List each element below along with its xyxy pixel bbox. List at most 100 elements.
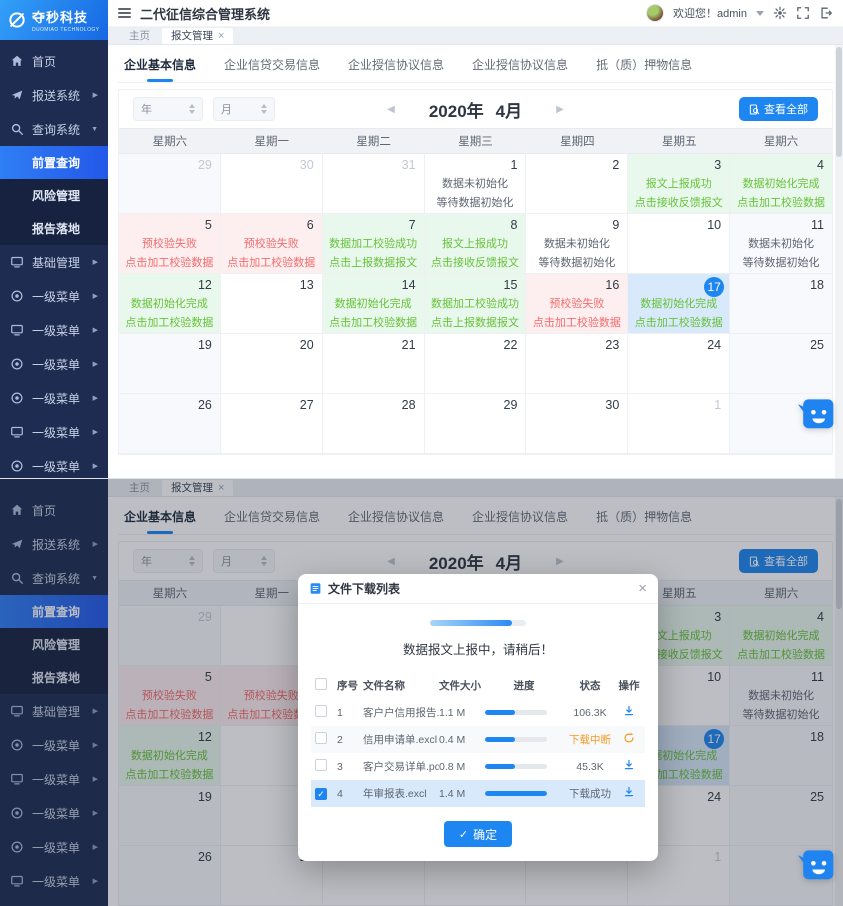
tab-enterprise-basic-info[interactable]: 企业基本信息 [124,508,196,534]
prev-month-icon[interactable]: ◀ [387,103,395,115]
tab-collateral-info[interactable]: 抵（质）押物信息 [596,58,693,72]
sidebar-item-level1-menu-5[interactable]: 一级菜单 ▶ [0,415,108,449]
chat-widget[interactable] [797,847,836,884]
year-select[interactable]: 年 [133,549,203,573]
welcome-text[interactable]: 欢迎您！admin [673,8,747,20]
chevron-down-icon[interactable] [756,10,764,16]
calendar-cell-14[interactable]: 14 数据初始化完成点击加工校验数据 [322,274,425,334]
calendar-cell-28[interactable]: 28 [322,394,425,454]
spinner-icon[interactable] [189,104,195,114]
close-tab-icon[interactable]: × [218,29,225,42]
calendar-cell-11[interactable]: 11 数据未初始化 等待数据初始化 [730,666,832,726]
sidebar-item-level1-menu-6[interactable]: 一级菜单 ▶ [0,449,108,478]
next-month-icon[interactable]: ▶ [556,103,564,115]
calendar-cell-7[interactable]: 7 数据加工校验成功点击上报数据报文 [322,214,425,274]
scrollbar-thumb[interactable] [836,499,842,609]
spinner-icon[interactable] [189,556,195,566]
sidebar-item-front-query[interactable]: 前置查询 [0,146,108,179]
tab-enterprise-credit-agreement-info-2[interactable]: 企业授信协议信息 [472,510,569,524]
spinner-icon[interactable] [261,556,267,566]
sidebar-item-query-system[interactable]: 查询系统 ▼ [0,561,108,595]
sidebar-item-report-landing[interactable]: 报告落地 [0,661,108,694]
calendar-cell-12[interactable]: 12 数据初始化完成 点击加工校验数据 [119,726,221,786]
calendar-cell-3[interactable]: 3 报文上报成功 点击接收反馈报文 [628,154,731,214]
sidebar-item-risk-manage[interactable]: 风险管理 [0,628,108,661]
calendar-cell-25[interactable]: 25 [730,334,832,394]
calendar-cell-23[interactable]: 23 [526,334,629,394]
hamburger-menu-icon[interactable] [118,6,131,20]
sidebar-item-basic-manage[interactable]: 基础管理 ▶ [0,694,108,728]
sidebar-item-report-system[interactable]: 报送系统 ▶ [0,527,108,561]
calendar-cell-25[interactable]: 25 [730,786,832,846]
calendar-cell-13[interactable]: 13 [220,274,323,334]
calendar-cell-2[interactable]: 2 [526,154,629,214]
tab-enterprise-credit-agreement-info[interactable]: 企业授信协议信息 [348,58,445,72]
sidebar-item-level1-menu-1[interactable]: 一级菜单 ▶ [0,728,108,762]
prev-month-icon[interactable]: ◀ [387,555,395,567]
sidebar-item-query-system[interactable]: 查询系统 ▼ [0,112,108,146]
calendar-cell-11[interactable]: 11 数据未初始化 等待数据初始化 [730,214,832,274]
sidebar-item-home[interactable]: 首页 [0,493,108,527]
select-all-checkbox[interactable] [315,678,327,690]
row-checkbox[interactable] [315,705,327,717]
close-tab-icon[interactable]: × [218,481,225,494]
avatar[interactable] [646,4,665,22]
sidebar-item-level1-menu-4[interactable]: 一级菜单 ▶ [0,830,108,864]
row-checkbox[interactable] [315,759,327,771]
download-icon[interactable] [623,705,635,717]
next-month-icon[interactable]: ▶ [556,555,564,567]
row-checkbox[interactable] [315,732,327,744]
calendar-cell-18[interactable]: 18 [730,274,832,334]
scrollbar[interactable] [835,45,843,478]
sidebar-item-risk-manage[interactable]: 风险管理 [0,179,108,212]
window-tab-home[interactable]: 主页 [120,28,159,44]
row-checkbox[interactable]: ✓ [315,787,327,800]
calendar-cell-19[interactable]: 19 [119,786,221,846]
sidebar-item-report-system[interactable]: 报送系统 ▶ [0,78,108,112]
logout-icon[interactable] [819,6,833,20]
sidebar-item-level1-menu-2[interactable]: 一级菜单 ▶ [0,762,108,796]
fullscreen-icon[interactable] [796,6,810,20]
sidebar-item-level1-menu-4[interactable]: 一级菜单 ▶ [0,381,108,415]
calendar-cell-4[interactable]: 4 数据初始化完成 点击加工校验数据 [730,154,832,214]
calendar-cell-26[interactable]: 26 [119,846,221,906]
tab-enterprise-basic-info[interactable]: 企业基本信息 [124,56,196,82]
sidebar-item-level1-menu-3[interactable]: 一级菜单 ▶ [0,796,108,830]
calendar-cell-19[interactable]: 19 [119,334,221,394]
calendar-cell-12[interactable]: 12 数据初始化完成 点击加工校验数据 [119,274,221,334]
month-select[interactable]: 月 [213,549,275,573]
sidebar-item-home[interactable]: 首页 [0,44,108,78]
calendar-cell-24[interactable]: 24 [628,334,731,394]
calendar-cell-21[interactable]: 21 [322,334,425,394]
confirm-button[interactable]: ✓ 确定 [443,821,513,847]
view-all-button[interactable]: 查看全部 [739,549,818,573]
calendar-cell-5[interactable]: 5 预校验失败 点击加工校验数据 [119,666,221,726]
calendar-cell-27[interactable]: 27 [220,394,323,454]
tab-enterprise-credit-agreement-info-2[interactable]: 企业授信协议信息 [472,58,569,72]
calendar-cell-30[interactable]: 30 [526,394,629,454]
chat-widget[interactable] [797,396,836,433]
calendar-cell-10[interactable]: 10 [628,214,731,274]
calendar-cell-22[interactable]: 22 [424,334,527,394]
tab-collateral-info[interactable]: 抵（质）押物信息 [596,510,693,524]
tab-enterprise-credit-transaction-info[interactable]: 企业信贷交易信息 [224,510,321,524]
calendar-cell-18[interactable]: 18 [730,726,832,786]
calendar-cell-17[interactable]: 17 数据初始化完成 点击加工校验数据 [628,726,731,786]
calendar-cell-20[interactable]: 20 [220,334,323,394]
calendar-cell-4[interactable]: 4 数据初始化完成 点击加工校验数据 [730,606,832,666]
sidebar-item-basic-manage[interactable]: 基础管理 ▶ [0,245,108,279]
view-all-button[interactable]: 查看全部 [739,97,818,121]
scrollbar-thumb[interactable] [836,47,842,157]
close-icon[interactable]: × [638,580,647,597]
calendar-cell-26[interactable]: 26 [119,394,221,454]
refresh-icon[interactable] [623,732,635,744]
tab-enterprise-credit-agreement-info[interactable]: 企业授信协议信息 [348,510,445,524]
download-icon[interactable] [623,786,635,798]
window-tab-message-manage[interactable]: 报文管理 × [162,480,234,496]
tab-enterprise-credit-transaction-info[interactable]: 企业信贷交易信息 [224,58,321,72]
sidebar-item-report-landing[interactable]: 报告落地 [0,212,108,245]
